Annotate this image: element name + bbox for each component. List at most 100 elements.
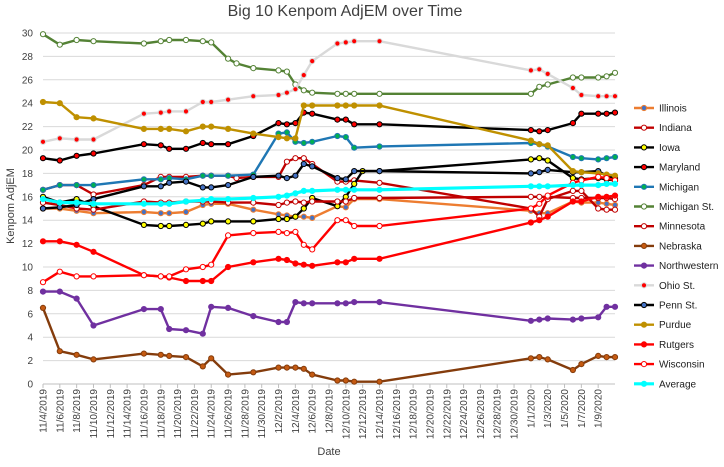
data-point-michigan-st (90, 38, 97, 45)
data-point-purdue (578, 169, 585, 176)
data-point-ohio-st (140, 110, 147, 117)
series-line-northwestern (43, 290, 615, 335)
series-michigan-st (39, 31, 619, 97)
data-point-iowa (140, 221, 147, 228)
legend-label: Purdue (659, 320, 692, 331)
data-point-nebraska (578, 361, 585, 368)
data-point-average (225, 196, 232, 203)
legend-item-rutgers: Rutgers (634, 340, 694, 351)
data-point-michigan (611, 153, 619, 161)
data-point-iowa (300, 205, 307, 212)
legend-label: Ohio St. (659, 281, 695, 292)
data-point-ohio-st (199, 98, 206, 106)
data-point-michigan (351, 144, 358, 151)
data-point-rutgers (595, 193, 602, 200)
data-point-michigan-st (376, 90, 383, 97)
x-tick-label: 12/2/2019 (274, 389, 285, 434)
data-point-wisconsin (544, 192, 551, 199)
data-point-average (578, 182, 585, 189)
data-point-wisconsin (283, 230, 290, 237)
data-point-ohio-st (292, 86, 299, 93)
data-point-maryland (275, 120, 282, 127)
data-point-michigan-st (283, 68, 290, 75)
data-point-illinois (140, 208, 147, 216)
data-point-iowa (157, 222, 164, 230)
data-point-indiana (300, 155, 307, 162)
series-penn-st (39, 160, 619, 212)
data-point-wisconsin (182, 266, 190, 273)
data-point-penn-st (536, 169, 543, 176)
data-point-minnesota (292, 198, 299, 205)
data-point-ohio-st (578, 91, 585, 99)
data-point-average (182, 198, 190, 205)
data-point-ohio-st (536, 66, 543, 73)
series-line-michigan-st (42, 33, 616, 96)
y-tick-label: 18 (22, 169, 34, 180)
data-point-rutgers (527, 219, 535, 226)
data-point-nebraska (569, 366, 577, 374)
data-point-michigan-st (578, 74, 585, 81)
data-point-penn-st (250, 173, 257, 180)
legend-marker (640, 301, 648, 309)
x-tick-label: 12/22/2019 (442, 389, 453, 439)
legend-item-michigan: Michigan (634, 182, 699, 193)
data-point-michigan (300, 139, 307, 147)
x-axis-ticks: 11/4/2019 11/6/2019 11/8/2019 11/10/2019 11/… (39, 384, 605, 439)
x-axis-label: Date (317, 446, 340, 458)
legend-item-illinois: Illinois (634, 104, 687, 115)
data-point-northwestern (536, 316, 543, 323)
x-tick-label: 1/7/2020 (577, 389, 588, 428)
data-point-rutgers (90, 248, 97, 255)
data-point-maryland (56, 157, 63, 164)
legend-label: Indiana (659, 123, 692, 134)
data-point-average (376, 186, 383, 193)
data-point-northwestern (283, 318, 290, 326)
data-point-illinois (250, 206, 257, 213)
data-point-maryland (140, 141, 147, 148)
x-tick-label: 11/24/2019 (207, 389, 218, 439)
data-point-ohio-st (527, 67, 535, 74)
data-point-wisconsin (300, 241, 307, 248)
data-point-michigan-st (182, 36, 190, 44)
data-point-maryland (578, 110, 585, 117)
data-point-indiana (603, 206, 610, 213)
data-point-minnesota (334, 198, 341, 205)
data-point-michigan (376, 143, 383, 150)
data-point-nebraska (90, 356, 97, 363)
data-point-michigan-st (300, 87, 307, 94)
legend-marker (640, 380, 648, 387)
data-point-nebraska (603, 354, 610, 361)
data-point-penn-st (292, 172, 299, 179)
data-point-maryland (73, 152, 80, 159)
data-point-maryland (166, 145, 173, 152)
data-point-maryland (342, 116, 349, 123)
data-point-minnesota (300, 199, 307, 206)
data-point-purdue (39, 98, 47, 106)
data-point-wisconsin (275, 228, 282, 235)
data-point-average (56, 199, 63, 206)
data-point-wisconsin (199, 263, 206, 271)
data-point-nebraska (334, 377, 341, 384)
data-point-rutgers (225, 263, 232, 271)
data-point-iowa (536, 155, 543, 162)
data-point-nebraska (199, 363, 206, 370)
x-tick-label: 11/16/2019 (139, 389, 150, 439)
data-point-iowa (208, 218, 215, 225)
data-point-maryland (611, 109, 619, 116)
data-point-northwestern (208, 303, 215, 310)
data-point-maryland (90, 150, 97, 157)
data-point-northwestern (140, 306, 147, 313)
data-point-ohio-st (351, 38, 358, 45)
x-tick-label: 11/6/2019 (55, 389, 66, 433)
data-point-michigan-st (199, 38, 206, 45)
data-point-illinois (157, 210, 164, 217)
data-point-average (527, 183, 535, 190)
data-point-michigan-st (342, 90, 349, 97)
legend-label: Average (659, 379, 697, 390)
data-point-rutgers (73, 241, 80, 248)
data-point-northwestern (157, 306, 164, 313)
data-point-michigan (208, 172, 215, 179)
data-point-michigan-st (225, 55, 232, 62)
